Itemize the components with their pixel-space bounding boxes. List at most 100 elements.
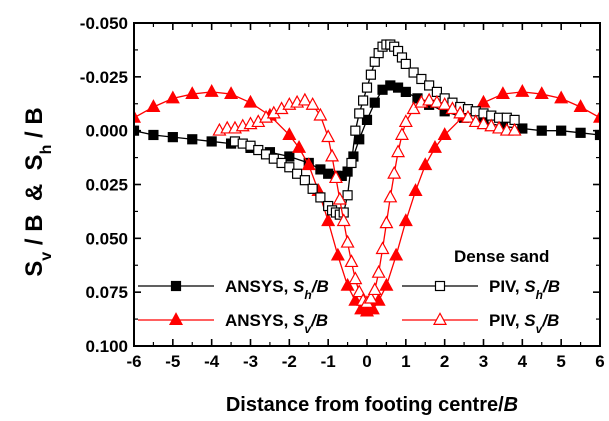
y-axis-title-p2: / B & (21, 170, 48, 251)
legend-label-italic: S (524, 311, 536, 330)
data-point (346, 157, 357, 169)
y-tick-label: -0.025 (80, 68, 128, 87)
legend-item: ANSYS, Sh/B (138, 277, 329, 302)
data-point (408, 183, 423, 196)
legend-label: ANSYS, Sv/B (225, 311, 328, 336)
legend-marker (170, 280, 182, 292)
data-point (365, 301, 380, 315)
data-point (592, 109, 600, 123)
x-tick-label: -6 (126, 352, 141, 371)
legend-item: PIV, Sv/B (402, 311, 559, 336)
x-tick-label: 1 (401, 352, 410, 371)
data-point (400, 86, 411, 98)
x-tick-label: 4 (518, 352, 528, 371)
legend-label-tail: /B (311, 277, 329, 296)
y-tick-label: 0.050 (85, 229, 128, 248)
data-point (284, 162, 295, 173)
series-3 (212, 92, 522, 308)
plot-layer (134, 39, 600, 317)
data-point (375, 241, 390, 255)
x-axis-title-italic: B (504, 394, 518, 416)
data-point (369, 97, 380, 108)
data-point (165, 90, 180, 104)
data-point (387, 165, 402, 179)
y-axis-title-p1: S (21, 261, 48, 277)
y-axis-title-p4: / B (21, 107, 48, 144)
data-point (301, 157, 316, 171)
legend-label: ANSYS, Sh/B (225, 277, 329, 302)
data-point (330, 247, 345, 261)
legend-item: ANSYS, Sv/B (138, 311, 328, 336)
data-point (429, 94, 444, 108)
y-tick-label: 0.000 (85, 122, 128, 141)
y-tick-label: -0.050 (80, 14, 128, 33)
data-point (243, 94, 258, 108)
data-point (148, 129, 159, 141)
data-point (424, 80, 435, 91)
data-point (340, 234, 355, 248)
data-point (358, 95, 369, 106)
series-2 (229, 39, 520, 220)
data-point (416, 73, 427, 85)
data-point (325, 148, 340, 162)
data-point (573, 99, 588, 112)
data-point (389, 247, 404, 261)
data-point (468, 114, 483, 128)
legend-label-sub: h (536, 288, 543, 302)
x-tick-label: 6 (595, 352, 604, 371)
data-point (146, 99, 161, 112)
data-point (342, 190, 353, 201)
legend-label-italic: S (293, 277, 305, 296)
legend-label-tail: /B (542, 277, 560, 296)
legend-label: PIV, Sh/B (489, 277, 560, 302)
data-point (575, 127, 586, 138)
legend-label-main: PIV, (489, 311, 524, 330)
y-axis-title-p3: S (21, 154, 48, 170)
data-point (437, 96, 452, 110)
data-point (321, 129, 336, 143)
data-point (361, 82, 373, 93)
data-point (340, 277, 355, 291)
data-point (369, 56, 380, 67)
data-point (371, 264, 386, 278)
data-point (495, 86, 510, 100)
y-axis-title: Sv / B & Sh / B (21, 107, 55, 276)
data-point (354, 108, 365, 119)
data-point (305, 96, 320, 110)
legend-item: PIV, Sh/B (402, 277, 560, 302)
x-tick-label: 2 (440, 352, 449, 371)
data-point (408, 67, 419, 78)
series-line (219, 99, 515, 304)
data-point (206, 136, 217, 147)
data-point (282, 127, 297, 140)
data-point (224, 86, 239, 100)
data-point (554, 90, 569, 104)
data-point (594, 129, 600, 141)
x-axis-title-main: Distance from footing centre/ (226, 394, 504, 416)
data-point (507, 122, 522, 136)
data-point (517, 123, 528, 134)
x-axis-title: Distance from footing centre/B (226, 394, 518, 416)
data-point (332, 191, 347, 205)
x-tick-label: -3 (243, 352, 258, 371)
legend-marker (432, 312, 448, 325)
data-point (315, 192, 326, 203)
data-point (344, 254, 359, 268)
legend-label-main: ANSYS, (225, 277, 293, 296)
data-point (556, 125, 567, 136)
data-point (134, 109, 142, 123)
data-point (321, 213, 336, 227)
data-point (361, 114, 373, 126)
data-point (418, 157, 433, 171)
data-point (383, 189, 398, 203)
data-point (313, 107, 328, 121)
data-point (398, 114, 413, 128)
legend-title: Dense sand (454, 247, 549, 266)
data-point (460, 109, 475, 123)
data-point (328, 170, 343, 184)
x-tick-label: 3 (479, 352, 488, 371)
data-point (400, 58, 411, 70)
legend-label-main: PIV, (489, 277, 524, 296)
